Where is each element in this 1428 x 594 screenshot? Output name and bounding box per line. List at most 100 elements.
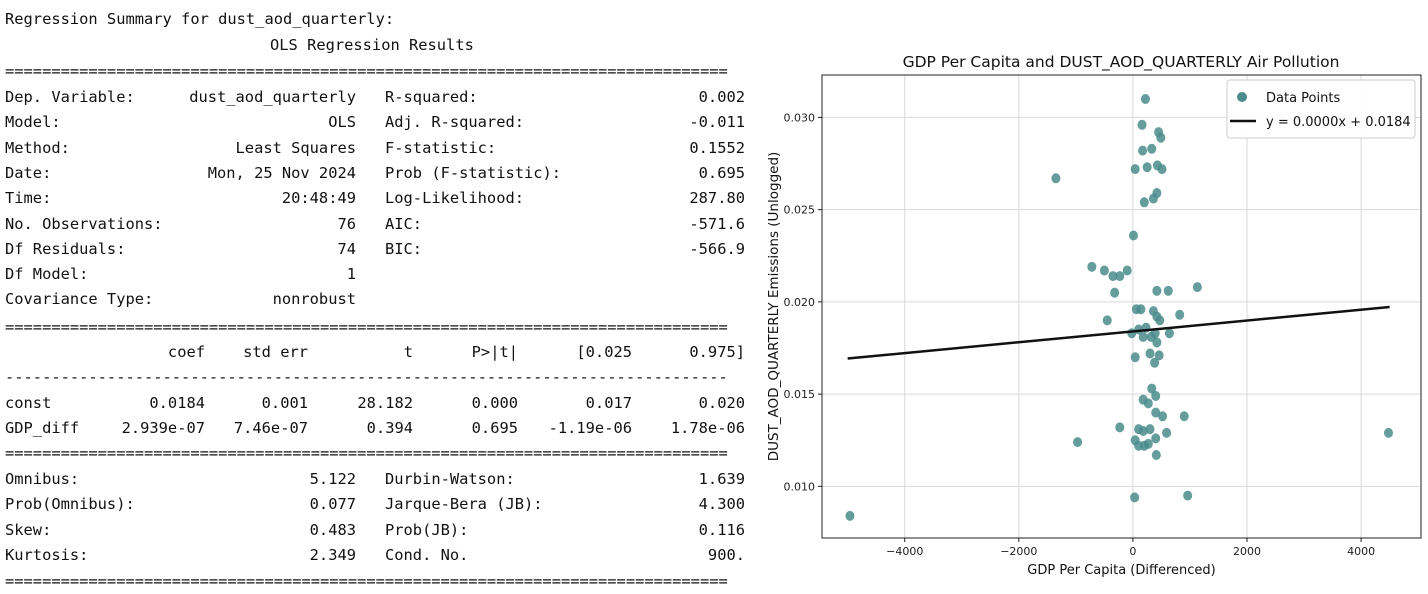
rule-double: ========================================…	[5, 446, 728, 460]
coef-value: 0.001	[261, 394, 308, 412]
stat-value: 0.002	[698, 88, 745, 106]
stat-value: Least Squares	[235, 138, 356, 157]
stat-label: Prob(JB):	[385, 520, 469, 539]
stat-label: Skew:	[5, 520, 52, 539]
data-point	[1157, 164, 1167, 175]
fit-line-layer	[847, 305, 1390, 360]
coef-value: 2.939e-07	[121, 419, 205, 437]
stat-value: 20:48:49	[281, 189, 356, 208]
ticks: −4000 −2000 0 2000 4000 0.010 0.015 0.020 0.025 0…	[784, 111, 1376, 558]
stat-value: 4.300	[698, 495, 745, 514]
stat-label: Dep. Variable:	[5, 88, 135, 106]
stat-value: 1	[346, 265, 356, 284]
data-point	[1073, 437, 1083, 448]
stat-value: 0.116	[698, 520, 745, 539]
stat-label: No. Observations:	[5, 214, 163, 233]
data-point	[1108, 271, 1118, 282]
stat-label: Date:	[5, 163, 52, 182]
legend-box	[1226, 79, 1416, 139]
data-point	[1139, 197, 1149, 208]
data-point	[1163, 285, 1173, 296]
y-tick-label: 0.015	[784, 388, 816, 401]
data-point	[1110, 287, 1120, 298]
stat-value: 0.077	[309, 495, 356, 514]
rule-double: ========================================…	[5, 320, 728, 334]
stat-value: -566.9	[689, 239, 745, 258]
data-point	[1154, 350, 1164, 361]
data-point	[1138, 426, 1148, 437]
coef-value: 28.182	[357, 394, 413, 412]
x-tick-label: 4000	[1347, 545, 1375, 558]
fit-line	[847, 305, 1390, 360]
data-point	[1130, 492, 1140, 503]
grid	[822, 75, 1421, 538]
stat-label: Adj. R-squared:	[385, 113, 524, 132]
stat-label: Df Residuals:	[5, 239, 126, 258]
data-point	[1051, 173, 1061, 184]
stat-label: BIC:	[385, 239, 423, 258]
coef-header: std err	[243, 343, 308, 361]
y-tick-label: 0.030	[784, 111, 816, 124]
stat-label: Prob (F-statistic):	[385, 163, 562, 182]
y-tick-label: 0.020	[784, 296, 816, 309]
stat-label: Cond. No.	[385, 545, 469, 564]
data-point	[1143, 398, 1153, 409]
coef-value: 0.695	[471, 419, 518, 437]
data-point	[1140, 93, 1150, 104]
coef-value: 0.394	[366, 419, 413, 437]
data-point	[1383, 427, 1393, 438]
data-point	[1145, 348, 1155, 359]
stat-label: AIC:	[385, 214, 423, 233]
coef-header: 0.975]	[689, 343, 745, 361]
coef-value: 1.78e-06	[670, 419, 745, 437]
y-tick-label: 0.010	[784, 480, 816, 493]
stat-label: Model:	[5, 113, 61, 132]
data-point	[1128, 230, 1138, 241]
legend-marker-points	[1237, 92, 1247, 102]
data-point	[1152, 337, 1162, 348]
rule-single: ----------------------------------------…	[5, 370, 728, 384]
x-tick-label: −2000	[1000, 545, 1037, 558]
stat-label: R-squared:	[385, 88, 478, 106]
chart-svg: GDP Per Capita and DUST_AOD_QUARTERLY Ai…	[766, 53, 1422, 578]
stat-value: 0.1552	[689, 138, 745, 157]
coef-value: 0.0184	[149, 394, 205, 412]
stat-label: Df Model:	[5, 265, 89, 284]
rule-double: ========================================…	[5, 574, 728, 588]
data-point	[1130, 164, 1140, 175]
data-point	[1151, 433, 1161, 444]
data-point	[1151, 407, 1161, 418]
data-points	[845, 93, 1393, 521]
data-point	[1179, 411, 1189, 422]
stat-label: Log-Likelihood:	[385, 189, 524, 208]
data-point	[1152, 285, 1162, 296]
data-point	[1162, 427, 1172, 438]
data-point	[1122, 265, 1132, 276]
stat-value: nonrobust	[272, 290, 356, 309]
coef-header: P>|t|	[471, 343, 518, 361]
stat-value: Mon, 25 Nov 2024	[207, 163, 356, 182]
stat-value: -0.011	[689, 113, 745, 132]
data-point	[1150, 357, 1160, 368]
data-point	[1145, 424, 1155, 435]
data-point	[1087, 261, 1097, 272]
data-point	[1099, 265, 1109, 276]
data-point	[1151, 390, 1161, 401]
data-point	[1175, 309, 1185, 320]
coef-name: const	[5, 394, 52, 412]
data-point	[1156, 132, 1166, 143]
data-point	[845, 510, 855, 521]
stat-value: dust_aod_quarterly	[189, 88, 356, 106]
y-tick-label: 0.025	[784, 204, 816, 217]
data-point	[1137, 119, 1147, 130]
stat-value: 0.695	[698, 163, 745, 182]
data-point	[1147, 383, 1157, 394]
legend-label-fit: y = 0.0000x + 0.0184	[1266, 115, 1411, 130]
stat-value: 2.349	[309, 545, 356, 564]
data-point	[1138, 145, 1148, 156]
data-point	[1131, 304, 1141, 315]
y-axis-label: DUST_AOD_QUARTERLY Emissions (Unlogged)	[766, 152, 782, 462]
data-point	[1147, 143, 1157, 154]
stat-label: Jarque-Bera (JB):	[385, 495, 543, 514]
data-point	[1102, 315, 1112, 326]
